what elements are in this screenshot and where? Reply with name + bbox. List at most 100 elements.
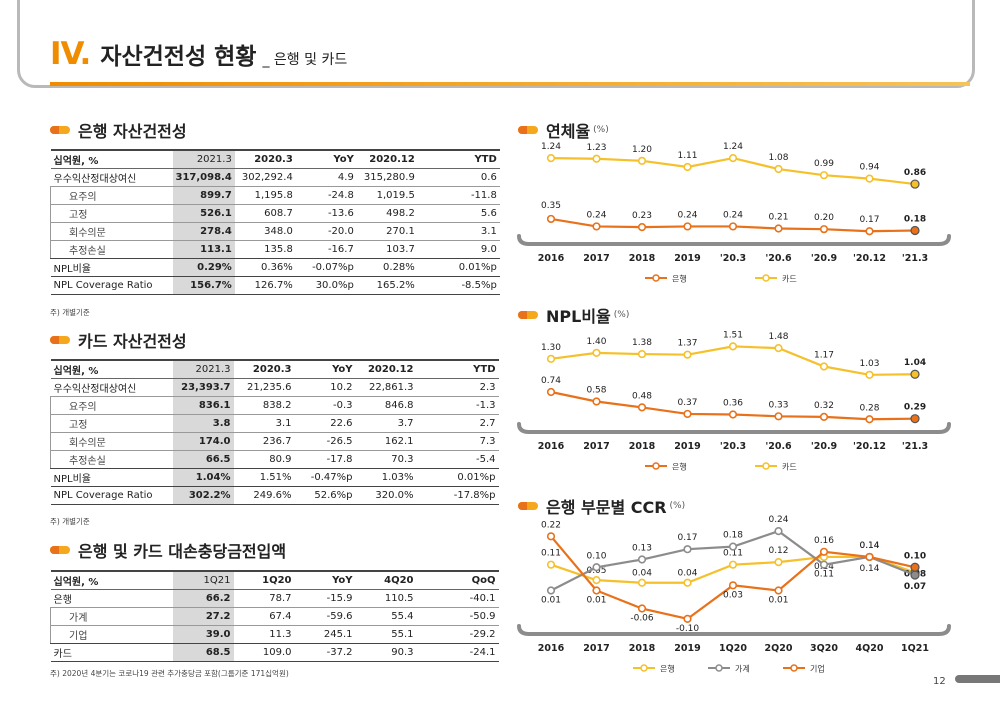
table-cell: 66.5 [172, 450, 234, 469]
chart-title-text: 은행 부문별 CCR [546, 498, 667, 517]
row-label: 고정 [50, 414, 173, 433]
data-point [774, 224, 783, 233]
data-point [728, 410, 738, 419]
x-tick-label: 2017 [583, 253, 609, 264]
data-point [774, 558, 783, 567]
x-tick-label: 2017 [583, 643, 609, 654]
data-point [637, 156, 647, 165]
table-cell: -24.1 [416, 643, 499, 662]
table-cell: 52.6%p [294, 486, 356, 505]
data-point [546, 387, 556, 397]
table-cell: -24.8 [295, 186, 357, 205]
data-point [592, 576, 601, 585]
table-cell: -11.8 [417, 186, 500, 205]
x-tick-label: 2016 [538, 441, 565, 452]
table-cell: -17.8%p [416, 486, 499, 505]
table-cell: 68.5 [172, 643, 234, 662]
column-header: 2020.3 [234, 149, 296, 169]
table-cell: 11.3 [233, 625, 295, 644]
npl-chart-title: NPL비율 (%) [518, 303, 629, 327]
data-label: 0.48 [632, 391, 652, 401]
data-label: 0.23 [632, 211, 652, 221]
row-label: 추정손실 [50, 240, 173, 259]
table-cell: 109.0 [233, 643, 295, 662]
table-cell: 30.0%p [295, 276, 357, 295]
legend-marker [652, 274, 660, 282]
page-tab-decoration [955, 675, 1000, 683]
data-point [910, 562, 920, 572]
data-point [546, 586, 556, 595]
data-point [728, 560, 738, 569]
data-point [819, 171, 829, 180]
table-cell: 27.2 [172, 607, 234, 626]
data-label: 1.51 [723, 330, 743, 340]
data-point [592, 586, 601, 595]
x-tick-label: '20.6 [765, 441, 792, 452]
column-header: 2020.12 [356, 149, 418, 169]
data-point [819, 225, 829, 234]
table-cell: 126.7% [234, 276, 296, 295]
table-cell: -0.07%p [295, 258, 357, 277]
data-point [637, 349, 647, 359]
data-point [546, 560, 556, 569]
table-cell: -29.2 [416, 625, 499, 644]
data-point [683, 545, 692, 554]
delinquency-rate-chart: 2016 2017 2018 2019 '20.3 '20.6 '20.9 '20.12 '21… [517, 142, 951, 284]
table-cell: 70.3 [355, 450, 417, 469]
table-cell: 3.1 [417, 222, 500, 241]
data-label: 0.99 [814, 159, 834, 169]
bullet-pill-icon [518, 311, 538, 319]
data-point [546, 354, 556, 363]
table-cell: -13.6 [295, 204, 357, 223]
table-cell: 55.4 [355, 607, 417, 626]
header-frame [17, 0, 975, 88]
data-point [592, 563, 601, 572]
data-label: 0.24 [723, 210, 743, 220]
table-row: 고정 3.8 3.1 22.6 3.7 2.7 [50, 414, 499, 433]
column-header: 1Q21 [172, 570, 234, 590]
legend-marker [762, 274, 770, 282]
chart-unit: (%) [669, 501, 686, 511]
data-label: 0.07 [904, 582, 926, 592]
chart-title-text: NPL비율 [546, 307, 611, 326]
data-label: 0.11 [814, 570, 834, 580]
table-cell: 0.28% [356, 258, 418, 277]
table-cell: 0.36% [234, 258, 296, 277]
x-tick-label: 2017 [583, 441, 609, 452]
x-tick-label: '20.9 [811, 441, 837, 452]
table-cell: 90.3 [355, 643, 417, 662]
x-tick-label: 3Q20 [810, 643, 838, 654]
table-cell: 3.8 [172, 414, 234, 433]
column-header: YoY [294, 570, 356, 590]
data-label: 0.14 [859, 564, 879, 574]
table-row: 추정손실 113.1 135.8 -16.7 103.7 9.0 [50, 240, 500, 259]
chart-unit: (%) [613, 310, 630, 320]
data-label: 1.04 [904, 358, 926, 368]
data-point [592, 222, 601, 231]
table-cell: 245.1 [294, 625, 356, 644]
table-cell: -17.8 [294, 450, 356, 469]
data-point [546, 154, 556, 163]
ccr-chart-title: 은행 부문별 CCR (%) [518, 494, 685, 518]
legend-label: 은행 [660, 664, 675, 674]
table-cell: 348.0 [234, 222, 296, 241]
header-underline [50, 82, 970, 86]
table-cell: 1.51% [233, 468, 295, 487]
card-table-title: 카드 자산건전성 [50, 328, 187, 352]
data-label: 1.03 [859, 359, 879, 369]
bullet-pill-icon [518, 126, 538, 134]
data-point [774, 586, 783, 595]
x-tick-label: 2Q20 [765, 643, 793, 654]
column-header: 2021.3 [172, 149, 235, 169]
table-cell: 4.9 [295, 168, 357, 187]
data-label: 0.21 [768, 212, 788, 222]
legend-label: 은행 [672, 274, 687, 284]
table-cell: 162.1 [355, 432, 417, 451]
x-tick-label: '20.12 [853, 441, 886, 452]
data-label: 0.04 [677, 569, 697, 579]
data-point [910, 369, 920, 379]
row-label: 회수의문 [50, 222, 173, 241]
x-tick-label: 1Q20 [719, 643, 747, 654]
bank-asset-quality-table: 십억원, % 2021.3 2020.3 YoY 2020.12 YTD 우수익산정대상여신… [50, 149, 500, 295]
provision-table-title-text: 은행 및 카드 대손충당금전입액 [78, 542, 287, 561]
